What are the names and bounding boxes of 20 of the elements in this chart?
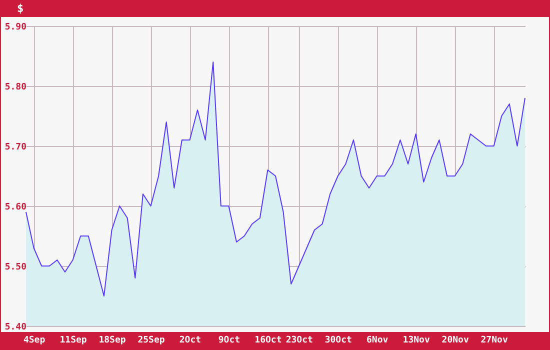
y-tick-label: 5.60: [4, 202, 26, 212]
x-tick-label: 18Sep: [98, 336, 126, 346]
x-tick-label: 30Oct: [324, 336, 352, 346]
y-tick-label: 5.70: [4, 142, 26, 152]
x-tick-label: 16Oct: [254, 336, 282, 346]
x-tick-label: 13Nov: [402, 336, 430, 346]
x-tick-label: 20Nov: [442, 336, 470, 346]
y-tick-label: 5.80: [4, 82, 26, 92]
y-tick-label: 5.40: [4, 322, 26, 332]
x-tick-label: 4Sep: [23, 336, 46, 346]
x-tick-label: 23Oct: [286, 336, 313, 346]
x-tick-label: 25Sep: [138, 336, 166, 346]
y-tick-label: 5.90: [4, 22, 26, 32]
x-tick-label: 2Oct: [179, 336, 202, 346]
y-tick-label: 5.50: [4, 262, 26, 272]
x-tick-label: 27Nov: [480, 336, 508, 346]
x-tick-label: 9Oct: [218, 336, 240, 346]
x-tick-label: 6Nov: [366, 336, 389, 346]
x-tick-label: 11Sep: [60, 336, 88, 346]
y-axis-title: $: [17, 2, 24, 15]
